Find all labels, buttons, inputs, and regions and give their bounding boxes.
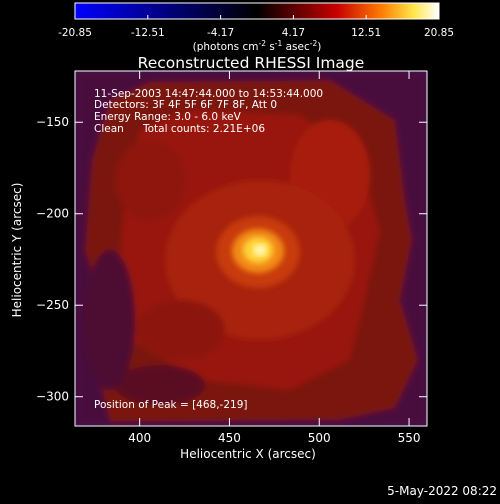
y-tick-label: −150 xyxy=(36,115,69,129)
y-axis-label: Heliocentric Y (arcsec) xyxy=(10,183,24,318)
colorbar-tick-label: -4.17 xyxy=(207,27,234,39)
colorbar-tick-label: 20.85 xyxy=(424,27,454,39)
x-axis-label: Heliocentric X (arcsec) xyxy=(180,447,316,461)
y-axis: −150 −200 −250 −300 xyxy=(36,115,427,404)
colorbar-tick-label: -20.85 xyxy=(58,27,92,39)
info-block: 11-Sep-2003 14:47:44.000 to 14:53:44.000… xyxy=(94,88,323,135)
x-tick-label: 500 xyxy=(308,431,331,445)
x-axis: 400 450 500 550 xyxy=(128,71,420,445)
info-line-clean: Clean xyxy=(94,123,124,135)
x-tick-label: 550 xyxy=(398,431,421,445)
x-tick-label: 450 xyxy=(218,431,241,445)
peak-source xyxy=(216,216,300,288)
colorbar-ticks: -20.85 -12.51 -4.17 4.17 12.51 20.85 xyxy=(58,15,454,39)
image-area xyxy=(75,71,427,426)
info-line-time: 11-Sep-2003 14:47:44.000 to 14:53:44.000 xyxy=(94,88,323,100)
plot-frame xyxy=(74,70,428,427)
colorbar: -20.85 -12.51 -4.17 4.17 12.51 20.85 (photons… xyxy=(58,2,454,53)
chart-title: Reconstructed RHESSI Image xyxy=(138,54,365,72)
colorbar-gradient xyxy=(74,2,440,20)
colorbar-tick-label: 12.51 xyxy=(351,27,381,39)
footer-date: 5-May-2022 08:22 xyxy=(387,484,497,498)
colorbar-unit-label: (photons cm-2 s-1 asec-2) xyxy=(193,39,322,53)
info-line-detectors: Detectors: 3F 4F 5F 6F 7F 8F, Att 0 xyxy=(94,99,277,111)
info-line-energy: Energy Range: 3.0 - 6.0 keV xyxy=(94,111,242,123)
y-tick-label: −300 xyxy=(36,390,69,404)
y-tick-label: −250 xyxy=(36,298,69,312)
colorbar-tick-label: 4.17 xyxy=(282,27,305,39)
y-tick-label: −200 xyxy=(36,207,69,221)
info-line-counts: Total counts: 2.21E+06 xyxy=(142,123,265,135)
peak-position-label: Position of Peak = [468,-219] xyxy=(94,399,248,411)
x-tick-label: 400 xyxy=(128,431,151,445)
colorbar-tick-label: -12.51 xyxy=(131,27,165,39)
